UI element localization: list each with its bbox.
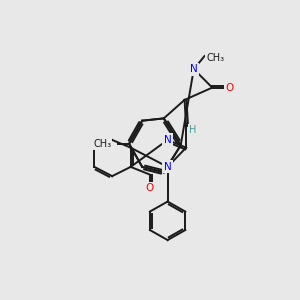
Text: N: N <box>164 162 172 172</box>
Text: O: O <box>225 82 233 93</box>
Text: N: N <box>190 64 198 74</box>
Text: O: O <box>146 184 154 194</box>
Text: CH₃: CH₃ <box>93 139 111 149</box>
Text: CH₃: CH₃ <box>206 52 224 63</box>
Text: N: N <box>164 135 172 145</box>
Text: H: H <box>189 125 196 135</box>
